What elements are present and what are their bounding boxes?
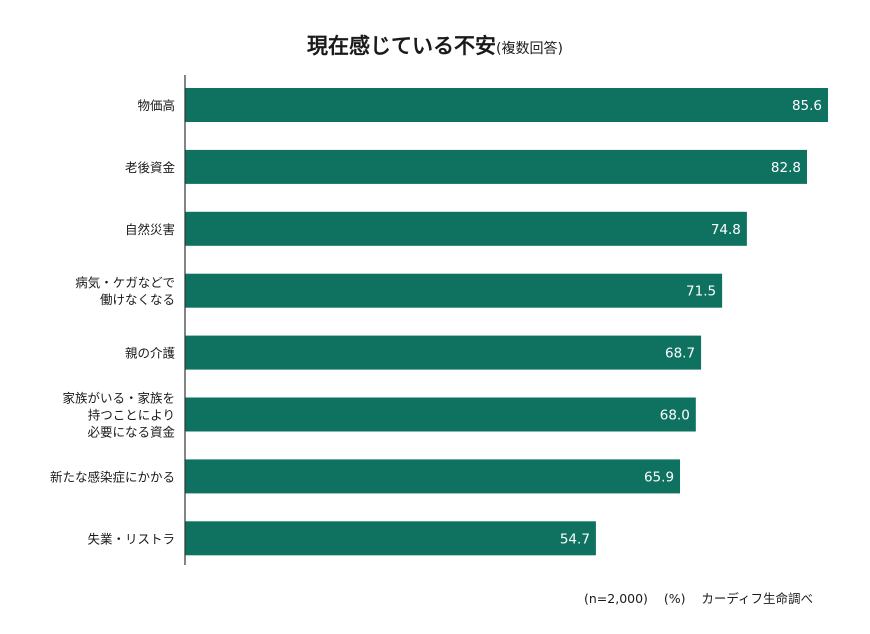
category-label: 病気・ケガなどで働けなくなる: [75, 275, 175, 307]
bar: [185, 273, 723, 308]
category-label: 失業・リストラ: [87, 531, 175, 546]
bar: [185, 149, 807, 184]
category-label: 老後資金: [125, 160, 176, 175]
chart-title: 現在感じている不安(複数回答): [0, 30, 870, 60]
bar: [185, 521, 596, 556]
bar: [185, 335, 702, 370]
bar: [185, 459, 681, 494]
data-label: 65.9: [644, 469, 674, 485]
title-subtitle: (複数回答): [496, 41, 563, 57]
bar: [185, 211, 747, 246]
sample-size: (n=2,000): [584, 591, 648, 606]
category-label: 家族がいる・家族を持つことにより必要になる資金: [62, 391, 175, 440]
category-label: 新たな感染症にかかる: [50, 469, 175, 484]
bar: [185, 397, 696, 432]
data-label: 74.8: [711, 222, 741, 238]
data-label: 54.7: [560, 531, 590, 547]
bar: [185, 88, 829, 122]
source-label: カーディフ生命調べ: [701, 591, 814, 606]
unit-label: (%): [663, 591, 686, 606]
title-main: 現在感じている不安: [307, 34, 497, 58]
category-label: 自然災害: [125, 222, 175, 237]
footer: (n=2,000) (%) カーディフ生命調べ: [584, 588, 813, 607]
category-label: 物価高: [137, 98, 175, 113]
data-label: 71.5: [686, 284, 716, 300]
data-label: 68.0: [660, 408, 690, 424]
category-label: 親の介護: [125, 346, 176, 361]
data-label: 82.8: [771, 160, 801, 176]
data-label: 85.6: [792, 98, 822, 114]
data-label: 68.7: [665, 346, 695, 362]
